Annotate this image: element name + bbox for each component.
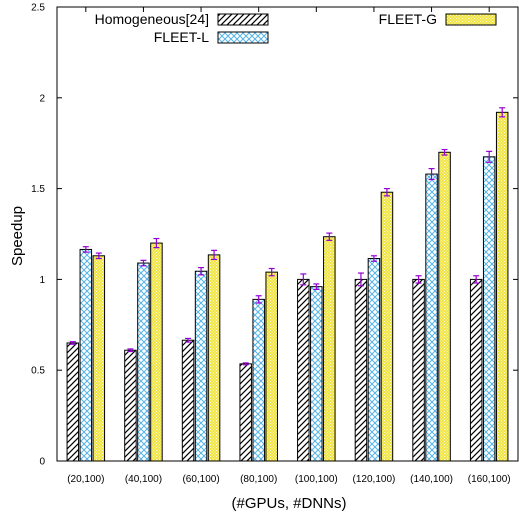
bar-homogeneous-24 [124, 349, 137, 462]
y-tick-label: 0 [39, 457, 45, 468]
bar-fleet-g [380, 191, 394, 462]
error-bar [185, 337, 192, 343]
bar-fleet-g [207, 254, 221, 462]
error-bar [140, 259, 147, 267]
error-bar [300, 273, 307, 286]
y-tick-label: 2.5 [31, 3, 45, 14]
error-bar [268, 267, 275, 277]
bar-fleet-l [79, 248, 93, 462]
error-bar [153, 237, 160, 249]
error-bar [242, 362, 249, 366]
x-tick-label: (80,100) [240, 474, 277, 485]
bar-homogeneous-24 [239, 363, 252, 462]
error-bar [255, 295, 262, 304]
x-axis-title: (#GPUs, #DNNs) [231, 495, 346, 512]
error-bar [211, 249, 218, 261]
bar-fleet-g [92, 255, 106, 462]
bar-fleet-g [150, 242, 163, 462]
error-bar [326, 232, 333, 241]
error-bar [69, 341, 76, 345]
error-bar [428, 168, 435, 181]
y-tick-label: 0.5 [31, 366, 45, 377]
x-tick-label: (60,100) [182, 474, 219, 485]
legend-swatch [445, 13, 497, 26]
bar-homogeneous-24 [469, 278, 483, 462]
legend-item: Homogeneous[24] [95, 11, 269, 27]
x-tick-label: (120,100) [353, 474, 396, 485]
error-bar [415, 275, 422, 284]
bar-fleet-l [425, 173, 438, 462]
bar-homogeneous-24 [66, 342, 80, 462]
bar-homogeneous-24 [181, 339, 195, 462]
bar-fleet-l [137, 262, 150, 462]
bar-fleet-l [252, 298, 265, 462]
x-tick-label: (20,100) [67, 474, 104, 485]
bar-fleet-g [323, 236, 336, 462]
legend-label: FLEET-L [154, 29, 209, 45]
bar-homogeneous-24 [354, 278, 368, 462]
error-bar [441, 148, 448, 156]
bar-fleet-l [194, 270, 208, 462]
y-axis-title: Speedup [9, 206, 26, 266]
error-bar [383, 188, 390, 197]
x-tick-label: (100,100) [295, 474, 338, 485]
error-bar [127, 348, 134, 353]
legend-label: Homogeneous[24] [95, 11, 209, 27]
y-tick-label: 2 [39, 93, 45, 104]
error-bar [313, 283, 320, 290]
bar-homogeneous-24 [297, 278, 310, 462]
x-tick-label: (140,100) [410, 474, 453, 485]
error-bar [473, 275, 480, 284]
error-bar [370, 255, 377, 262]
error-bar [95, 252, 102, 260]
y-tick-label: 1.5 [31, 184, 45, 195]
bar-fleet-l [367, 258, 381, 462]
error-bar [486, 150, 493, 163]
error-bar [499, 107, 506, 118]
bar-fleet-l [310, 286, 323, 462]
x-tick-label: (160,100) [468, 474, 511, 485]
bar-fleet-g [438, 151, 451, 462]
plot-area [56, 6, 519, 462]
bar-fleet-l [482, 156, 496, 462]
bar-fleet-g [495, 111, 509, 462]
legend-swatch [217, 31, 269, 44]
error-bar [198, 266, 205, 276]
bar-homogeneous-24 [412, 278, 425, 462]
legend-swatch [217, 13, 269, 26]
legend-item: FLEET-L [154, 29, 269, 45]
x-tick-label: (40,100) [125, 474, 162, 485]
bar-fleet-g [265, 271, 278, 462]
legend-label: FLEET-G [379, 11, 437, 27]
error-bar [357, 272, 364, 287]
error-bar [82, 246, 89, 253]
legend-item: FLEET-G [379, 11, 497, 27]
y-tick-label: 1 [39, 275, 45, 286]
